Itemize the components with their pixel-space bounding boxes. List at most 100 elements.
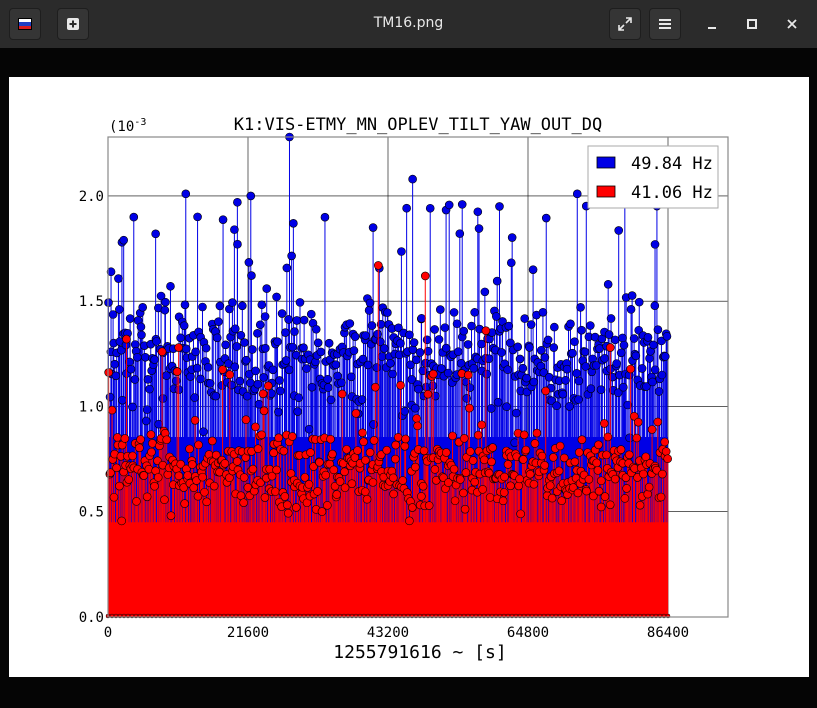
data-point — [582, 486, 591, 496]
data-point — [194, 440, 203, 450]
legend-label-41-06-hz: 41.06 Hz — [631, 183, 713, 203]
y-multiplier-base: (10 — [109, 119, 134, 135]
fullscreen-button[interactable] — [609, 8, 641, 40]
data-point — [610, 474, 620, 484]
data-point — [289, 219, 298, 228]
data-point — [519, 430, 529, 440]
data-point — [594, 486, 604, 496]
data-point — [459, 326, 469, 336]
data-point — [145, 384, 154, 394]
data-point — [323, 501, 332, 510]
data-point — [349, 346, 359, 355]
data-point — [214, 317, 223, 326]
data-point — [233, 197, 242, 207]
data-point — [586, 321, 595, 330]
data-point — [424, 501, 434, 510]
data-point — [364, 306, 374, 315]
data-point — [363, 360, 373, 370]
data-point — [365, 448, 375, 457]
data-point — [422, 335, 432, 345]
data-point — [492, 276, 502, 286]
data-point — [225, 370, 235, 379]
data-point — [626, 364, 635, 374]
data-point — [239, 473, 249, 482]
data-point — [592, 458, 601, 468]
data-point — [340, 483, 350, 493]
data-point — [117, 516, 126, 526]
data-point — [515, 354, 525, 364]
data-point — [510, 438, 519, 447]
data-point — [230, 362, 240, 372]
data-point — [612, 359, 621, 368]
data-point — [631, 351, 641, 361]
data-point — [503, 365, 512, 375]
data-point — [600, 492, 610, 501]
data-point — [340, 467, 349, 477]
data-point — [112, 463, 121, 473]
data-point — [557, 496, 566, 506]
data-point — [545, 481, 555, 490]
data-point — [323, 383, 333, 392]
data-point — [267, 471, 277, 481]
close-icon — [787, 19, 797, 29]
data-point — [663, 454, 672, 464]
data-point — [413, 421, 422, 431]
data-point — [550, 322, 559, 332]
data-point — [463, 340, 473, 349]
data-point — [397, 247, 406, 256]
data-point — [161, 297, 170, 307]
app-menu-button[interactable] — [9, 8, 41, 40]
y-multiplier-exponent: -3 — [134, 117, 146, 128]
data-point — [649, 340, 658, 350]
new-button[interactable] — [57, 8, 89, 40]
data-point — [110, 359, 119, 369]
data-point — [329, 465, 339, 475]
data-point — [275, 376, 284, 385]
data-point — [193, 491, 203, 501]
data-point — [369, 436, 379, 445]
data-point — [367, 321, 377, 330]
data-point — [408, 174, 417, 184]
data-point — [376, 450, 386, 460]
data-point — [282, 263, 292, 273]
data-point — [653, 325, 663, 334]
data-point — [644, 482, 654, 492]
data-point — [428, 369, 438, 379]
data-point — [337, 378, 346, 388]
data-point — [634, 297, 644, 307]
data-point — [227, 380, 236, 390]
data-point — [191, 347, 200, 357]
data-point — [113, 433, 122, 442]
data-point — [440, 323, 450, 332]
data-point — [592, 361, 601, 370]
data-point — [147, 447, 156, 457]
data-point — [388, 369, 397, 379]
data-point — [549, 453, 558, 462]
data-point — [326, 395, 336, 405]
data-point — [613, 388, 623, 397]
data-point — [479, 455, 489, 465]
data-point — [290, 327, 299, 336]
data-point — [525, 469, 535, 479]
maximize-button[interactable] — [740, 12, 764, 36]
data-point — [467, 321, 476, 331]
data-point — [504, 321, 514, 331]
data-point — [240, 338, 249, 347]
minimize-button[interactable] — [700, 12, 724, 36]
close-button[interactable] — [780, 12, 804, 36]
data-point — [516, 509, 525, 519]
data-point — [410, 403, 420, 413]
data-point — [122, 334, 131, 344]
data-point — [287, 251, 296, 261]
data-point — [281, 328, 290, 337]
data-point — [241, 415, 251, 425]
data-point — [589, 491, 598, 501]
data-point — [521, 445, 531, 455]
main-menu-button[interactable] — [649, 8, 681, 40]
data-point — [291, 503, 301, 512]
data-point — [602, 450, 611, 460]
data-point — [365, 298, 375, 308]
data-point — [200, 487, 209, 497]
x-tick-label: 43200 — [367, 625, 409, 641]
data-point — [154, 419, 163, 429]
